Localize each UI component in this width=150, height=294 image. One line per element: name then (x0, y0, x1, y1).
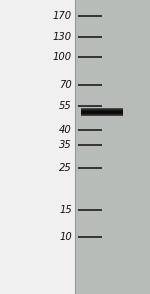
Bar (0, 0, 75, 294)
Bar (75, 0, 150, 294)
Text: 70: 70 (59, 80, 72, 90)
Text: 10: 10 (59, 232, 72, 242)
Text: 170: 170 (53, 11, 72, 21)
Text: 15: 15 (59, 205, 72, 215)
Text: 100: 100 (53, 52, 72, 62)
Bar (81, 113, 123, 114)
Text: 25: 25 (59, 163, 72, 173)
Bar (81, 111, 123, 112)
Bar (81, 108, 123, 109)
Text: 35: 35 (59, 140, 72, 150)
Text: 130: 130 (53, 32, 72, 42)
Bar (81, 110, 123, 111)
Bar (81, 109, 123, 110)
Text: 55: 55 (59, 101, 72, 111)
Bar (81, 115, 123, 116)
Text: 40: 40 (59, 125, 72, 135)
Bar (81, 114, 123, 115)
Bar (81, 112, 123, 113)
